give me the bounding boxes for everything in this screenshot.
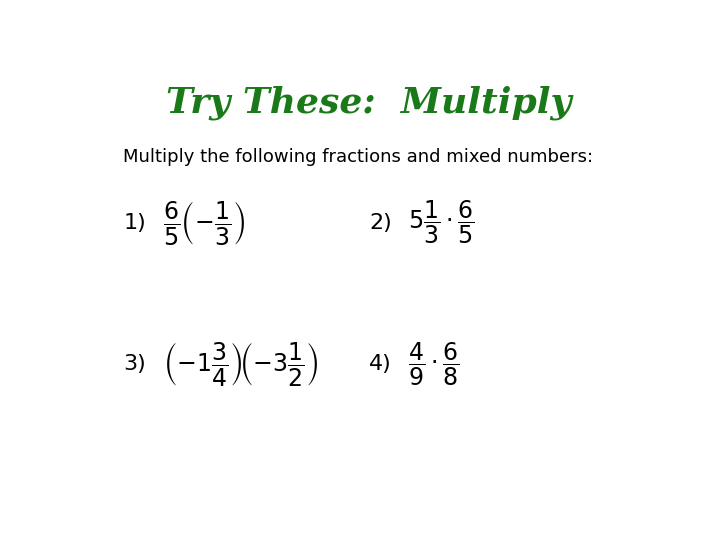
- Text: Multiply the following fractions and mixed numbers:: Multiply the following fractions and mix…: [124, 148, 593, 166]
- Text: $\dfrac{4}{9}\cdot\dfrac{6}{8}$: $\dfrac{4}{9}\cdot\dfrac{6}{8}$: [408, 341, 460, 388]
- Text: 3): 3): [124, 354, 146, 374]
- Text: 2): 2): [369, 213, 392, 233]
- Text: 4): 4): [369, 354, 392, 374]
- Text: $5\dfrac{1}{3}\cdot\dfrac{6}{5}$: $5\dfrac{1}{3}\cdot\dfrac{6}{5}$: [408, 199, 474, 246]
- Text: 1): 1): [124, 213, 146, 233]
- Text: Try These:  Multiply: Try These: Multiply: [166, 85, 572, 120]
- Text: $\dfrac{6}{5}\left(-\dfrac{1}{3}\right)$: $\dfrac{6}{5}\left(-\dfrac{1}{3}\right)$: [163, 199, 245, 247]
- Text: $\left(-1\dfrac{3}{4}\right)\!\left(-3\dfrac{1}{2}\right)$: $\left(-1\dfrac{3}{4}\right)\!\left(-3\d…: [163, 340, 318, 388]
